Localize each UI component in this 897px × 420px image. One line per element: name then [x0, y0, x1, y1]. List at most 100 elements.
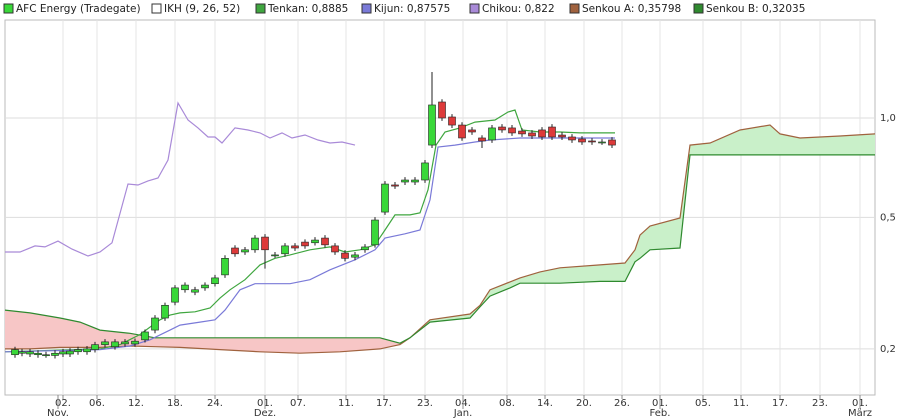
candle-body: [341, 252, 349, 259]
legend-label: AFC Energy (Tradegate): [16, 3, 141, 15]
candle-body: [151, 317, 159, 331]
candle-body: [59, 351, 67, 355]
candle-body: [121, 341, 129, 345]
legend-label: IKH (9, 26, 52): [164, 3, 240, 15]
candle-body: [478, 137, 486, 142]
cloud-fill: [490, 281, 510, 297]
candle-body: [101, 341, 109, 345]
candle-body: [271, 254, 279, 257]
cloud-fill: [220, 337, 260, 352]
indicator-line: [5, 101, 356, 257]
legend-swatch: [3, 3, 14, 14]
cloud-fill: [180, 337, 220, 350]
month-label: Jan.: [453, 408, 473, 419]
candle-body: [568, 136, 576, 141]
cloud-fill: [155, 337, 180, 348]
candle-body: [51, 352, 59, 356]
cloud-fill: [300, 337, 340, 354]
cloud-fill: [510, 277, 520, 288]
candle-body: [281, 245, 289, 255]
candle-body: [111, 341, 119, 348]
candle-body: [221, 258, 229, 276]
cloud-fill: [635, 235, 640, 262]
candle-body: [181, 284, 189, 291]
legend-label: Kijun: 0,87575: [374, 3, 450, 15]
x-tick-label: 24.: [207, 398, 223, 409]
candle-body: [401, 179, 409, 183]
candle-body: [83, 348, 91, 353]
x-tick-label: 08.: [499, 398, 515, 409]
y-tick-label: 1,0: [880, 113, 896, 124]
senkou-line: [5, 124, 876, 354]
cloud-fill: [800, 136, 840, 155]
legend-swatch: [469, 3, 480, 14]
candle-body: [421, 162, 429, 181]
candle-body: [161, 304, 169, 319]
legend-swatch: [151, 3, 162, 14]
candle-body: [211, 277, 219, 285]
month-label: Feb.: [650, 408, 671, 419]
candle-body: [371, 219, 379, 246]
legend-label: Senkou B: 0,32035: [706, 3, 805, 15]
x-tick-label: 07.: [290, 398, 306, 409]
x-tick-label: 05.: [695, 398, 711, 409]
candle-body: [331, 245, 339, 253]
x-tick-label: 12.: [128, 398, 144, 409]
legend-label: Chikou: 0,822: [482, 3, 555, 15]
candle-body: [498, 126, 506, 131]
cloud-fill: [380, 337, 400, 349]
x-tick-label: 17.: [772, 398, 788, 409]
cloud-fill: [260, 337, 300, 354]
candle-body: [301, 241, 309, 247]
candle-body: [548, 126, 556, 138]
candle-body: [351, 254, 359, 258]
candle-body: [438, 101, 446, 119]
candle-body: [321, 237, 329, 246]
legend-swatch: [693, 3, 704, 14]
cloud-fill: [625, 249, 635, 282]
plot-frame: [4, 19, 876, 396]
cloud-fill: [5, 310, 30, 349]
x-tick-label: 17.: [376, 398, 392, 409]
cloud-fill: [60, 318, 80, 348]
y-tick-label: 0,5: [880, 212, 896, 223]
candle-body: [508, 127, 516, 134]
candle-body: [458, 124, 466, 139]
cloud-fill: [650, 217, 680, 250]
cloud-fill: [690, 143, 710, 155]
candle-body: [468, 129, 476, 133]
candle-body: [578, 138, 586, 143]
candle-body: [488, 127, 496, 141]
cloud-fill: [770, 125, 780, 155]
candle-body: [598, 141, 606, 144]
candle-body: [171, 287, 179, 303]
month-label: Nov.: [47, 408, 69, 419]
x-tick-label: 23.: [417, 398, 433, 409]
cloud-fill: [640, 225, 650, 259]
x-tick-label: 26.: [614, 398, 630, 409]
x-tick-label: 20.: [576, 398, 592, 409]
candle-body: [261, 236, 269, 251]
candle-body: [291, 245, 299, 249]
x-tick-label: 14.: [537, 398, 553, 409]
cloud-fill: [710, 129, 740, 155]
cloud-fill: [540, 267, 560, 284]
cloud-fill: [840, 133, 875, 155]
candle-body: [448, 116, 456, 126]
legend-swatch: [361, 3, 372, 14]
candle-body: [381, 183, 389, 213]
cloud-fill: [600, 262, 625, 282]
legend-swatch: [255, 3, 266, 14]
cloud-fill: [520, 271, 540, 284]
candle-body: [411, 179, 419, 183]
candle-body: [608, 139, 616, 146]
candle-body: [311, 239, 319, 244]
y-tick-label: 0,2: [880, 344, 896, 355]
candle-body: [191, 289, 199, 293]
candle-body: [251, 237, 259, 251]
cloud-fill: [340, 337, 380, 352]
candle-body: [42, 354, 50, 357]
candle-body: [18, 351, 26, 354]
